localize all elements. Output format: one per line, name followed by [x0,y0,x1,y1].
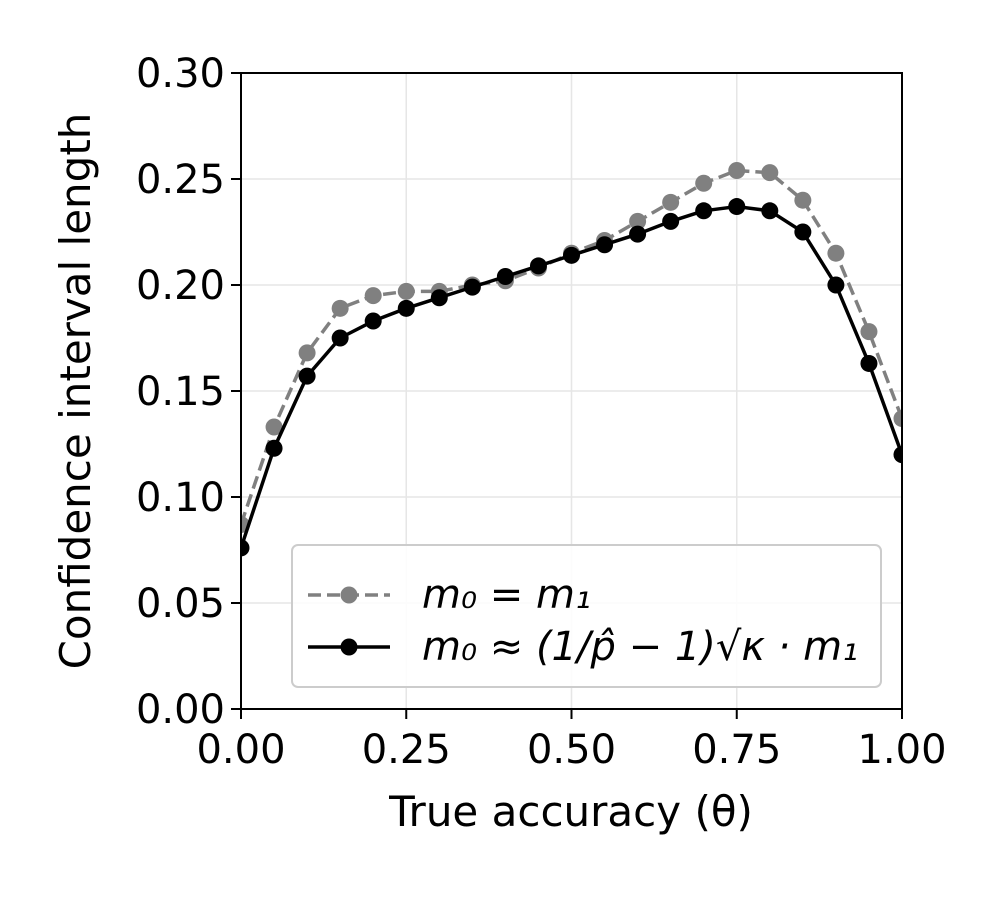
x-tick-label: 1.00 [857,727,946,773]
data-point [563,246,580,264]
legend-label: m₀ = m₁ [422,572,591,618]
y-tick-label: 0.05 [136,581,225,627]
data-point [529,257,547,275]
data-point [364,312,382,330]
data-point [893,446,902,464]
data-point [794,191,812,209]
x-axis: 0.00 0.25 0.50 0.75 1.00 [196,709,947,773]
legend-marker [340,586,358,604]
data-point [728,198,746,216]
data-point [662,193,680,211]
data-point [298,367,316,385]
legend: m₀ = m₁ m₀ ≈ (1/p̂ − 1)√κ · m₁ [291,544,882,688]
y-axis: 0.00 0.05 0.10 0.15 0.20 0.25 0.30 [136,51,241,733]
y-tick-label: 0.15 [136,369,225,415]
data-point [893,410,902,428]
series-group [241,162,902,557]
y-tick-label: 0.20 [136,263,225,309]
data-point [265,439,283,457]
data-point [496,268,514,286]
x-tick-label: 0.50 [527,727,616,773]
data-point [695,202,713,220]
data-point [463,278,481,296]
data-point [397,299,415,317]
x-axis-label: True accuracy (θ) [388,787,753,836]
y-tick-label: 0.30 [136,51,225,97]
data-point [695,174,713,192]
legend-box [291,544,882,688]
data-point [364,287,382,305]
y-tick-label: 0.10 [136,475,225,521]
y-tick-label: 0.00 [136,687,225,733]
legend-label: m₀ ≈ (1/p̂ − 1)√κ · m₁ [422,624,858,670]
data-point [860,323,878,341]
data-point [827,276,845,294]
data-point [728,162,746,180]
y-tick-label: 0.25 [136,157,225,203]
data-point [430,289,448,307]
y-axis-label: Confidence interval length [51,113,100,670]
data-point [241,539,250,557]
data-point [794,223,812,241]
data-point [298,344,316,362]
data-point [596,236,614,254]
x-tick-label: 0.00 [196,727,285,773]
x-tick-label: 0.25 [362,727,451,773]
data-point [397,282,415,300]
data-point [860,354,878,372]
legend-marker [340,638,358,656]
data-point [331,299,349,317]
data-point [629,212,647,230]
data-point [265,418,283,436]
x-tick-label: 0.75 [692,727,781,773]
data-point [761,164,779,182]
data-point [331,329,349,347]
data-point [662,212,680,230]
data-point [629,225,647,243]
data-point [827,244,845,262]
series-2 [241,198,902,557]
data-point [761,202,779,220]
